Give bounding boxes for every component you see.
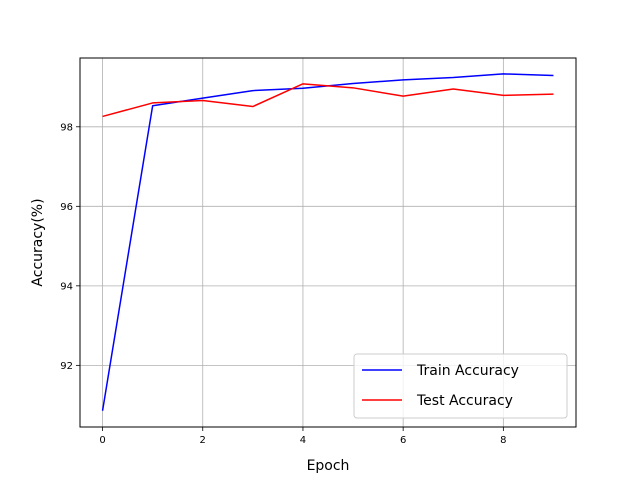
y-tick-label: 94 (60, 281, 73, 292)
x-axis-title: Epoch (307, 458, 350, 474)
legend-box (353, 353, 568, 419)
x-tick-label: 4 (300, 435, 306, 446)
axis-ticks: 0 2 4 6 8 92 94 96 98 (60, 122, 506, 446)
y-axis-title: Accuracy(%) (30, 198, 46, 286)
x-tick-label: 0 (99, 435, 105, 446)
y-tick-label: 92 (60, 361, 73, 372)
plot-frame (79, 57, 577, 428)
x-tick-label: 8 (500, 435, 506, 446)
series-lines (101, 73, 554, 411)
legend: Train Accuracy Test Accuracy (353, 353, 568, 419)
series-line-test-accuracy (102, 83, 554, 118)
y-tick-label: 98 (60, 122, 73, 133)
legend-label-train-accuracy: Train Accuracy (416, 363, 519, 379)
x-tick-label: 2 (200, 435, 206, 446)
y-tick-label: 96 (60, 202, 73, 213)
legend-label-test-accuracy: Test Accuracy (416, 393, 513, 409)
x-tick-label: 6 (400, 435, 406, 446)
